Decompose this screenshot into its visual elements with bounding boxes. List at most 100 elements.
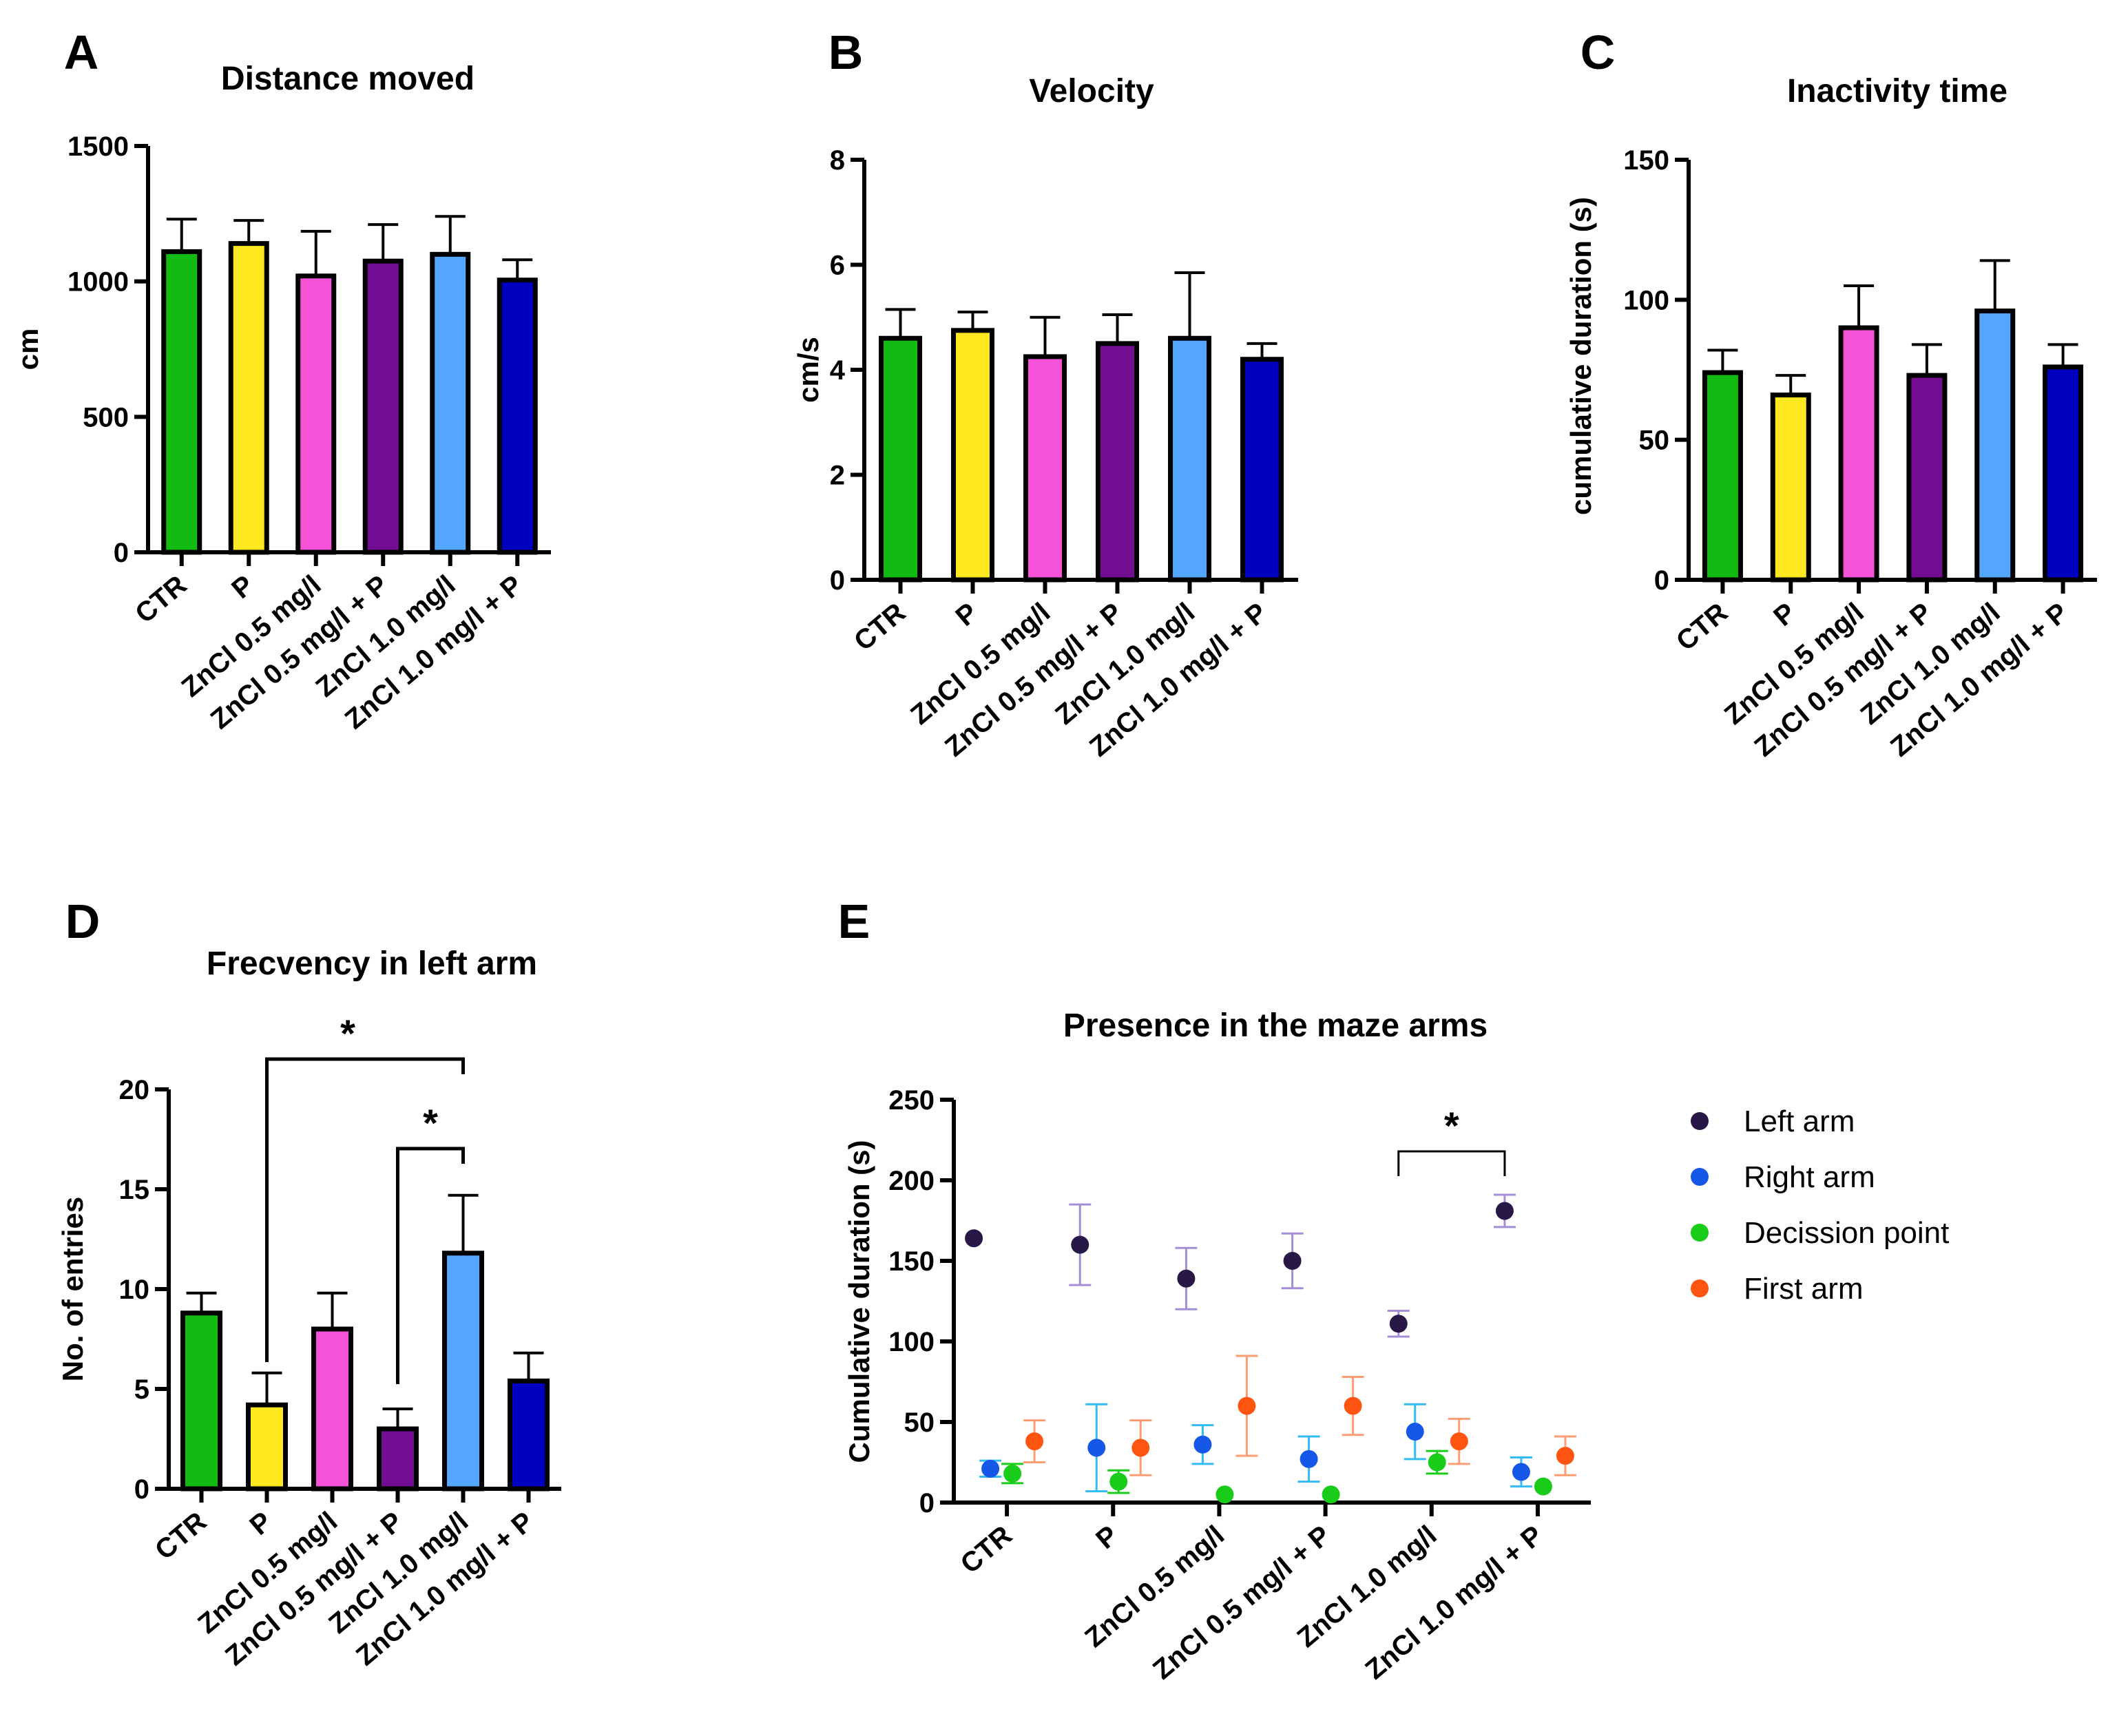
x-tick-label: CTR [1671,597,1733,657]
data-point [1406,1423,1424,1441]
bar [879,335,922,583]
bar [442,1251,484,1492]
data-point [1238,1397,1256,1415]
bar [1974,308,2016,583]
x-tick-label: CTR [848,597,911,657]
x-tick-label: CTR [129,569,192,629]
data-point [1003,1464,1022,1483]
data-point [1428,1453,1446,1472]
data-point [1300,1450,1318,1468]
data-point [1556,1447,1574,1465]
y-tick-label: 0 [830,565,845,596]
data-point [1087,1439,1106,1457]
y-tick-label: 0 [134,1474,149,1505]
bar [246,1402,288,1492]
chart-title: Distance moved [221,61,474,97]
panel-letter: C [1581,25,1616,79]
y-tick-label: 250 [888,1085,935,1116]
y-tick-label: 0 [114,538,129,568]
x-tick-label: P [226,569,260,605]
significance-star: * [1444,1104,1459,1147]
data-point [1216,1485,1234,1504]
data-point [1450,1432,1468,1451]
significance-bracket [265,1057,465,1362]
panel-c: C Inactivity time cumulative duration (s) 0… [1565,25,2097,762]
data-point [1389,1315,1408,1333]
data-point [1512,1463,1530,1481]
y-tick-label: 4 [830,355,846,386]
panel-letter: D [65,895,101,948]
panel-letter: E [838,895,870,948]
data-point [1131,1439,1150,1457]
bar [1168,335,1211,583]
x-tick-label: P [950,597,984,632]
chart-title: Inactivity time [1787,73,2007,109]
legend: Left arm Right arm Decission point First ar… [1691,1105,1949,1306]
bar [228,241,269,555]
significance-bracket [396,1147,465,1384]
y-tick-label: 2 [830,461,845,491]
legend-label: First arm [1744,1272,1864,1306]
y-axis-label: cumulative duration (s) [1565,197,1597,515]
y-tick-label: 10 [119,1275,150,1305]
x-tick-label: ZnCl 1.0 mg/l + P [1359,1520,1548,1685]
x-tick-label: P [244,1506,278,1541]
bar [1906,373,1948,583]
data-point [1177,1269,1196,1288]
data-point [1193,1435,1212,1454]
bar [1770,393,1811,583]
bar [311,1326,353,1492]
bar [1023,354,1067,583]
y-tick-label: 15 [119,1175,150,1205]
y-axis-label: Cumulative duration (s) [843,1140,875,1463]
y-tick-label: 200 [888,1166,935,1196]
bar [1838,325,1879,583]
y-tick-label: 5 [134,1374,149,1405]
y-tick-label: 0 [919,1488,935,1518]
y-tick-label: 6 [830,251,845,281]
bar [295,273,337,555]
bar [1240,357,1284,583]
legend-marker [1691,1112,1709,1130]
data-point [1109,1472,1128,1491]
bar [1096,341,1139,583]
y-axis-label: cm [12,328,44,370]
chart-title: Velocity [1029,73,1154,109]
x-tick-label: P [1768,597,1802,632]
x-tick-label: P [1090,1520,1124,1555]
legend-marker [1691,1168,1709,1186]
y-axis-label: cm/s [792,337,824,403]
bar [508,1378,550,1492]
bar [2043,364,2084,583]
data-point [965,1229,983,1248]
bar [180,1310,222,1492]
chart-title: Frecvency in left arm [207,945,537,982]
chart-title: Presence in the maze arms [1063,1007,1488,1044]
legend-marker [1691,1224,1709,1242]
x-tick-label: CTR [955,1520,1018,1580]
panel-e: E Presence in the maze arms Cumulative dur… [838,895,1950,1685]
y-tick-label: 20 [119,1075,150,1105]
y-tick-label: 0 [1654,565,1669,596]
y-tick-label: 50 [1639,426,1670,456]
legend-label: Left arm [1744,1105,1855,1138]
y-tick-label: 500 [83,402,129,432]
y-axis-label: No. of entries [56,1197,89,1381]
x-tick-label: CTR [149,1506,212,1566]
bar [161,249,202,555]
y-tick-label: 100 [1623,285,1669,315]
significance-bracket [1397,1150,1506,1176]
data-point [1283,1252,1302,1270]
panel-d: D Frecvency in left arm No. of entries 0 5 10… [56,895,561,1671]
legend-label: Right arm [1744,1160,1875,1194]
y-tick-label: 8 [830,145,845,176]
bar [497,278,538,555]
y-tick-label: 100 [888,1327,935,1357]
legend-marker [1691,1279,1709,1297]
significance-star: * [423,1101,438,1144]
legend-label: Decission point [1744,1216,1949,1250]
x-tick-label: ZnCl 0.5 mg/l + P [1147,1520,1336,1685]
panel-letter: B [828,25,864,79]
